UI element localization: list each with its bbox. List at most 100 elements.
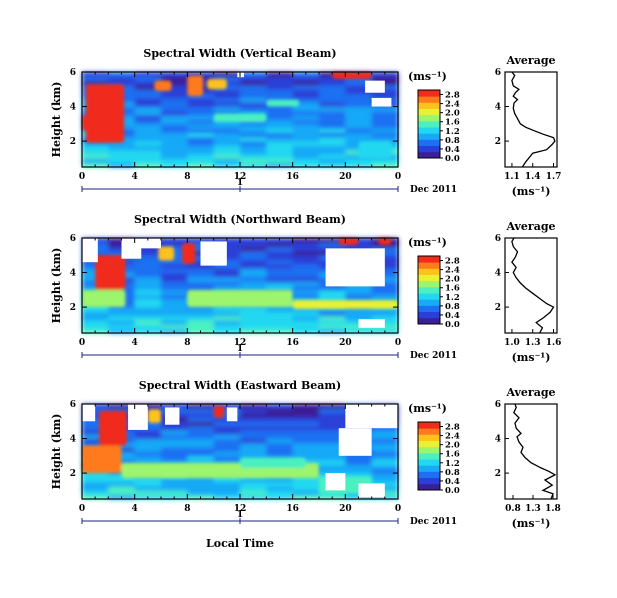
heatmap-cell <box>240 145 267 151</box>
heatmap-cell <box>134 285 162 291</box>
heatmap-cell <box>292 320 320 325</box>
heatmap-cell <box>266 320 294 325</box>
avg-y-tick-label: 6 <box>495 68 501 78</box>
heatmap-cell <box>108 486 136 491</box>
colorbar-segment <box>418 483 440 491</box>
heatmap-cell <box>213 276 241 282</box>
heatmap-cell <box>371 464 399 470</box>
heatmap-cell <box>345 460 373 465</box>
colorbar-segment <box>418 311 440 319</box>
heatmap-cell <box>266 123 294 129</box>
colorbar-segment <box>418 465 440 472</box>
heatmap-cell <box>319 84 346 90</box>
heatmap-cell <box>134 311 162 317</box>
heatmap-cell <box>134 123 162 129</box>
avg-y-tick-label: 2 <box>495 137 501 147</box>
heatmap-cell <box>187 263 215 269</box>
heatmap-cell <box>240 97 267 103</box>
heatmap-cell <box>371 263 399 269</box>
heatmap-feature-6 <box>332 72 372 79</box>
heatmap-cell <box>134 307 162 312</box>
heatmap-cell <box>82 434 109 440</box>
avg-x-tick-label: 1.6 <box>546 338 562 348</box>
heatmap-cell <box>319 408 346 414</box>
heatmap-cell <box>108 158 136 164</box>
heatmap-cell <box>240 486 267 491</box>
heatmap-cell <box>345 115 373 120</box>
heatmap-cell <box>161 307 188 312</box>
colorbar-tick-label: 0.8 <box>445 302 460 312</box>
heatmap-cell <box>161 242 188 248</box>
average-line <box>513 403 557 500</box>
heatmap-cell <box>345 128 373 133</box>
colorbar-segment <box>418 102 440 109</box>
colorbar-tick-label: 0.8 <box>445 468 460 478</box>
heatmap-cell <box>319 451 346 457</box>
data-gap-5 <box>345 404 398 429</box>
heatmap-cell <box>319 460 346 465</box>
colorbar-tick-label: 0.0 <box>445 486 460 496</box>
heatmap-cell <box>134 119 162 125</box>
heatmap-cell <box>345 158 373 164</box>
heatmap-cell <box>161 154 188 159</box>
heatmap-cell <box>319 154 346 159</box>
y-tick-label: 6 <box>70 234 76 244</box>
heatmap-feature-1 <box>99 410 127 446</box>
heatmap-cell <box>240 442 267 448</box>
heatmap-cell <box>371 490 399 496</box>
colorbar-segment <box>418 90 440 97</box>
heatmap-cell <box>187 145 215 151</box>
heatmap-cell <box>108 460 136 465</box>
heatmap-cell <box>371 136 399 142</box>
heatmap-cell <box>371 438 399 444</box>
colorbar-tick-label: 0.4 <box>445 311 460 321</box>
heatmap-cell <box>134 455 162 461</box>
heatmap-cell <box>134 132 162 138</box>
date-axis-day: 1 <box>237 344 243 354</box>
average-line <box>511 71 556 168</box>
heatmap-cell <box>371 447 399 452</box>
heatmap-cell <box>240 481 267 487</box>
y-tick-label: 6 <box>70 68 76 78</box>
y-axis-label: Height (km) <box>50 82 63 158</box>
heatmap-cell <box>345 80 373 86</box>
heatmap-cell <box>371 158 399 164</box>
heatmap-cell <box>345 307 373 312</box>
colorbar-segment <box>418 96 440 103</box>
heatmap-feature-7 <box>240 457 306 468</box>
heatmap-cell <box>134 438 162 444</box>
heatmap-cell <box>134 154 162 159</box>
heatmap-cell <box>134 141 162 146</box>
colorbar-segment <box>418 256 440 263</box>
heatmap-cell <box>213 477 241 483</box>
heatmap-cell <box>266 272 294 278</box>
average-title: Average <box>505 220 555 233</box>
avg-x-tick-label: 0.8 <box>505 504 521 514</box>
heatmap-cell <box>266 242 294 248</box>
avg-x-tick-label: 1.0 <box>504 338 520 348</box>
heatmap-cell <box>266 451 294 457</box>
heatmap-cell <box>345 464 373 470</box>
heatmap-cell <box>240 307 267 312</box>
date-axis-date: Dec 2011 <box>410 351 457 361</box>
heatmap-cell <box>371 281 399 286</box>
heatmap-cell <box>319 416 346 422</box>
colorbar-segment <box>418 440 440 448</box>
colorbar-tick-label: 1.6 <box>445 118 460 128</box>
date-axis-date: Dec 2011 <box>410 517 457 527</box>
colorbar-tick-label: 2.4 <box>445 432 460 442</box>
colorbar-segment <box>418 446 440 454</box>
heatmap-cell <box>240 315 267 321</box>
heatmap-feature-8 <box>213 113 267 123</box>
heatmap-cell <box>134 289 162 295</box>
heatmap-cell <box>134 315 162 321</box>
heatmap-cell <box>82 486 109 491</box>
colorbar-segment <box>418 145 440 153</box>
data-gap-1 <box>365 80 385 93</box>
heatmap-cell <box>108 149 136 155</box>
date-axis-date: Dec 2011 <box>410 185 457 195</box>
heatmap-cell <box>371 84 399 90</box>
heatmap-cell <box>134 408 162 414</box>
heatmap-cell <box>371 80 399 86</box>
heatmap-cell <box>134 106 162 112</box>
